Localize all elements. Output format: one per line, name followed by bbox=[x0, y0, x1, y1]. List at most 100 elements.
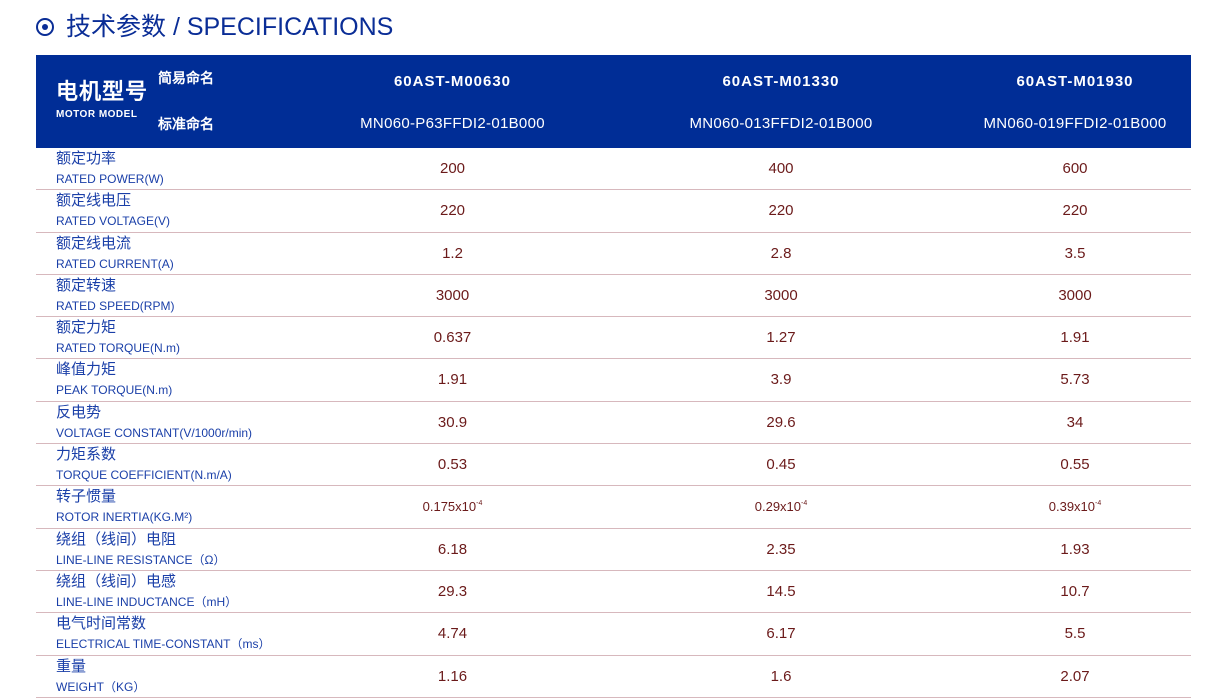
value-text: 6.18 bbox=[437, 540, 468, 558]
value-text: 30.9 bbox=[437, 413, 468, 431]
param-name-en: RATED TORQUE(N.m) bbox=[56, 341, 181, 356]
param-name-cn: 额定转速 bbox=[56, 276, 117, 294]
value-text: 6.17 bbox=[766, 625, 796, 643]
value-text: 2.35 bbox=[766, 540, 796, 558]
param-name-cn: 转子惯量 bbox=[56, 488, 117, 506]
section-title: 技术参数 / SPECIFICATIONS bbox=[36, 12, 393, 42]
param-value: 0.39x10-4 bbox=[947, 498, 1203, 516]
value-text: 0.29x10 bbox=[754, 499, 802, 515]
param-name-en: ELECTRICAL TIME-CONSTANT（ms） bbox=[56, 637, 271, 652]
param-value: 0.175x10-4 bbox=[290, 498, 615, 516]
value-text: 2.8 bbox=[770, 244, 792, 262]
param-value: 5.73 bbox=[947, 371, 1203, 389]
param-value: 1.93 bbox=[947, 541, 1203, 559]
param-value: 1.2 bbox=[290, 245, 615, 263]
param-value: 1.91 bbox=[290, 371, 615, 389]
param-name-cn: 额定力矩 bbox=[56, 319, 117, 337]
exponent: -4 bbox=[476, 500, 483, 508]
table-body: 额定功率 RATED POWER(W) 200 400 600 额定线电压 RATED … bbox=[36, 148, 1191, 698]
param-name-cn: 电气时间常数 bbox=[56, 615, 147, 633]
value-text: 2.07 bbox=[1060, 667, 1090, 685]
value-text: 1.91 bbox=[437, 371, 468, 389]
param-value: 0.45 bbox=[615, 456, 947, 474]
param-name-en: LINE-LINE RESISTANCE（Ω） bbox=[56, 552, 226, 567]
param-value: 1.6 bbox=[615, 668, 947, 686]
value-text: 0.637 bbox=[433, 329, 472, 347]
param-value: 30.9 bbox=[290, 414, 615, 432]
param-value: 1.16 bbox=[290, 668, 615, 686]
param-value: 2.8 bbox=[615, 245, 947, 263]
value-text: 0.175x10 bbox=[422, 499, 477, 515]
value-text: 29.3 bbox=[437, 582, 468, 600]
param-value: 3.9 bbox=[615, 371, 947, 389]
param-name-en: RATED CURRENT(A) bbox=[56, 256, 174, 271]
param-name-en: TORQUE COEFFICIENT(N.m/A) bbox=[56, 468, 232, 483]
param-name-cn: 力矩系数 bbox=[56, 446, 117, 464]
param-name-en: RATED POWER(W) bbox=[56, 172, 164, 186]
param-value: 29.6 bbox=[615, 414, 947, 432]
param-value: 3000 bbox=[615, 287, 947, 305]
param-name-en: RATED VOLTAGE(V) bbox=[56, 214, 171, 229]
param-value: 2.35 bbox=[615, 541, 947, 559]
value-text: 0.53 bbox=[437, 456, 468, 474]
table-row: 绕组（线间）电感 LINE-LINE INDUCTANCE（mH） 29.3 14.… bbox=[36, 571, 1191, 614]
value-text: 220 bbox=[768, 202, 794, 220]
value-text: 10.7 bbox=[1060, 582, 1090, 600]
value-text: 4.74 bbox=[437, 625, 468, 643]
table-row: 重量 WEIGHT（KG） 1.16 1.6 2.07 bbox=[36, 656, 1191, 698]
param-value: 10.7 bbox=[947, 583, 1203, 601]
value-text: 1.16 bbox=[437, 667, 468, 685]
circle-dot-icon bbox=[36, 18, 54, 36]
spec-table: 电机型号 MOTOR MODEL 简易命名 标准命名 60AST-M00630 … bbox=[36, 55, 1191, 698]
motor-model-cn: 电机型号 bbox=[56, 79, 149, 104]
model-short-name: 60AST-M01930 bbox=[1016, 73, 1134, 90]
param-name-cn: 额定线电流 bbox=[56, 234, 132, 252]
model-standard-name: MN060-019FFDI2-01B000 bbox=[983, 115, 1167, 132]
param-value: 29.3 bbox=[290, 583, 615, 601]
model-standard-name: MN060-013FFDI2-01B000 bbox=[689, 115, 873, 132]
param-value: 3000 bbox=[947, 287, 1203, 305]
param-name-cn: 峰值力矩 bbox=[56, 361, 117, 379]
model-column-1: 60AST-M00630 MN060-P63FFDI2-01B000 bbox=[290, 55, 615, 148]
value-text: 1.91 bbox=[1060, 329, 1090, 347]
value-text: 29.6 bbox=[766, 413, 796, 431]
param-value: 1.91 bbox=[947, 329, 1203, 347]
param-name-en: WEIGHT（KG） bbox=[56, 679, 146, 694]
value-text: 1.2 bbox=[442, 244, 463, 262]
param-name-en: VOLTAGE CONSTANT(V/1000r/min) bbox=[56, 425, 253, 440]
value-text: 220 bbox=[1062, 202, 1088, 220]
value-text: 1.27 bbox=[766, 329, 796, 347]
param-value: 3000 bbox=[290, 287, 615, 305]
model-short-name: 60AST-M00630 bbox=[393, 73, 512, 90]
exponent: -4 bbox=[801, 500, 808, 508]
param-name-cn: 额定功率 bbox=[56, 150, 117, 167]
table-row: 绕组（线间）电阻 LINE-LINE RESISTANCE（Ω） 6.18 2.35… bbox=[36, 529, 1191, 571]
value-text: 3000 bbox=[1058, 286, 1092, 304]
value-text: 400 bbox=[768, 160, 794, 177]
table-row: 反电势 VOLTAGE CONSTANT(V/1000r/min) 30.9 29.… bbox=[36, 402, 1191, 445]
value-text: 0.39x10 bbox=[1048, 499, 1096, 515]
table-row: 额定线电压 RATED VOLTAGE(V) 220 220 220 bbox=[36, 190, 1191, 233]
value-text: 0.45 bbox=[766, 456, 796, 474]
table-row: 额定转速 RATED SPEED(RPM) 3000 3000 3000 bbox=[36, 275, 1191, 318]
value-text: 34 bbox=[1066, 413, 1084, 431]
table-row: 力矩系数 TORQUE COEFFICIENT(N.m/A) 0.53 0.45 0.… bbox=[36, 444, 1191, 487]
model-column-2: 60AST-M01330 MN060-013FFDI2-01B000 bbox=[615, 55, 947, 148]
param-value: 0.55 bbox=[947, 456, 1203, 474]
value-text: 3.5 bbox=[1064, 244, 1086, 262]
param-name-cn: 反电势 bbox=[56, 403, 102, 421]
value-text: 0.55 bbox=[1060, 456, 1090, 474]
value-text: 5.5 bbox=[1064, 625, 1086, 643]
value-text: 220 bbox=[439, 202, 466, 220]
param-value: 14.5 bbox=[615, 583, 947, 601]
value-text: 600 bbox=[1062, 160, 1088, 177]
standard-name-label: 标准命名 bbox=[158, 116, 214, 132]
table-row: 电气时间常数 ELECTRICAL TIME-CONSTANT（ms） 4.74 6… bbox=[36, 613, 1191, 656]
model-column-3: 60AST-M01930 MN060-019FFDI2-01B000 bbox=[947, 55, 1203, 148]
model-standard-name: MN060-P63FFDI2-01B000 bbox=[360, 115, 545, 132]
param-value: 4.74 bbox=[290, 625, 615, 643]
motor-model-en: MOTOR MODEL bbox=[56, 109, 138, 120]
value-text: 14.5 bbox=[766, 582, 796, 600]
param-value: 34 bbox=[947, 414, 1203, 432]
param-value: 200 bbox=[290, 160, 615, 178]
